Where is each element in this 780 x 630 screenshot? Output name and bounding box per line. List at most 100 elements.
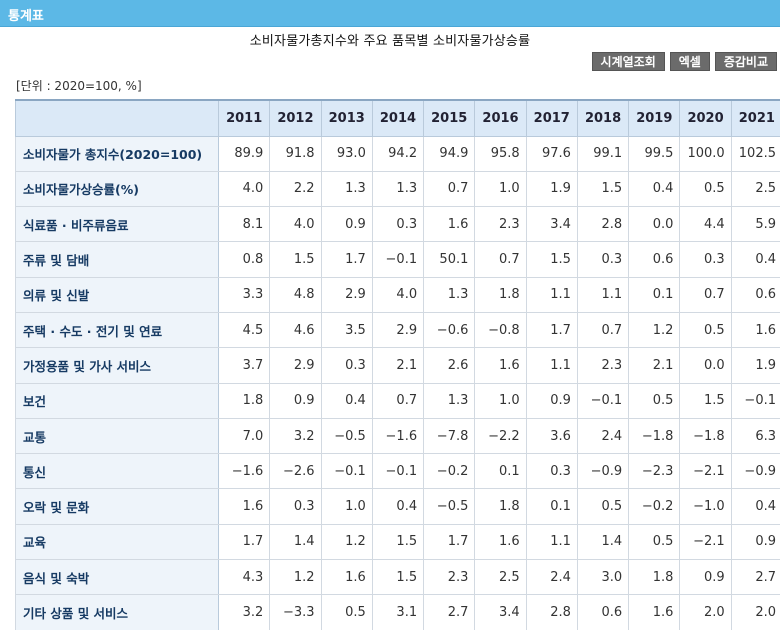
table-cell: 0.7 xyxy=(576,311,630,349)
table-cell: 2.3 xyxy=(576,347,630,384)
table-cell: 0.1 xyxy=(525,488,578,525)
table-cell: −1.0 xyxy=(679,488,732,525)
table-cell: −2.1 xyxy=(679,453,732,490)
excel-button[interactable]: 엑셀 xyxy=(669,52,710,71)
table-cell: 4.0 xyxy=(269,206,322,243)
table-cell: 1.9 xyxy=(525,170,578,208)
table-cell: 2.4 xyxy=(576,417,630,455)
table-cell: 1.5 xyxy=(371,559,425,596)
table-cell: 0.7 xyxy=(371,382,425,419)
table-cell: 0.9 xyxy=(679,559,732,596)
table-cell: 3.1 xyxy=(371,594,425,630)
table-row: 오락 및 문화 1.6 0.3 1.0 0.4 −0.5 1.8 0.1 0.5 −0.2 −1.0… xyxy=(15,488,780,525)
table-cell: −0.1 xyxy=(371,241,425,278)
table-cell: 1.1 xyxy=(576,276,630,313)
table-cell: 4.4 xyxy=(679,206,732,243)
table-cell: −1.8 xyxy=(679,417,732,455)
table-cell: 100.0 xyxy=(679,135,732,172)
row-label: 소비자물가 총지수(2020=100) xyxy=(15,135,220,172)
row-label: 교통 xyxy=(15,417,220,455)
table-cell: 2.5 xyxy=(730,170,780,208)
table-row: 소비자물가상승률(%) 4.0 2.2 1.3 1.3 0.7 1.0 1.9 1.5 0.4 0.… xyxy=(15,170,780,208)
table-cell: 1.4 xyxy=(576,523,630,561)
table-cell: 91.8 xyxy=(269,135,322,172)
table-cell: 1.2 xyxy=(628,311,681,349)
table-cell: 2.9 xyxy=(371,311,425,349)
year-header: 2016 xyxy=(474,99,527,137)
table-cell: 1.7 xyxy=(525,311,578,349)
table-cell: 1.7 xyxy=(423,523,476,561)
table-cell: 50.1 xyxy=(423,241,476,278)
table-cell: 0.9 xyxy=(525,382,578,419)
table-cell: 0.0 xyxy=(679,347,732,384)
table-row: 통신 −1.6 −2.6 −0.1 −0.1 −0.2 0.1 0.3 −0.9 −2.3 −2.1… xyxy=(15,453,780,490)
row-label: 주류 및 담배 xyxy=(15,241,220,278)
table-cell: −2.3 xyxy=(628,453,681,490)
table-cell: 6.3 xyxy=(730,417,780,455)
table-cell: 0.6 xyxy=(576,594,630,630)
table-cell: 4.5 xyxy=(218,311,271,349)
table-cell: 0.4 xyxy=(730,488,780,525)
table-cell: 1.1 xyxy=(525,347,578,384)
stats-table: 2011 2012 2013 2014 2015 2016 2017 2018 2019 2020… xyxy=(15,99,780,630)
table-cell: 1.8 xyxy=(474,276,527,313)
table-cell: 2.7 xyxy=(423,594,476,630)
stats-table-container: 2011 2012 2013 2014 2015 2016 2017 2018 2019 2020… xyxy=(15,99,780,630)
table-cell: 1.5 xyxy=(371,523,425,561)
row-label: 통신 xyxy=(15,453,220,490)
table-cell: 89.9 xyxy=(218,135,271,172)
table-cell: 4.6 xyxy=(269,311,322,349)
table-cell: 1.6 xyxy=(730,311,780,349)
table-cell: −2.6 xyxy=(269,453,322,490)
table-cell: −1.6 xyxy=(371,417,425,455)
table-row: 소비자물가 총지수(2020=100) 89.9 91.8 93.0 94.2 94.9 9… xyxy=(15,135,780,172)
table-cell: 1.8 xyxy=(218,382,271,419)
change-compare-button[interactable]: 증감비교 xyxy=(714,52,777,71)
table-cell: 2.9 xyxy=(320,276,373,313)
table-cell: 0.3 xyxy=(320,347,373,384)
table-cell: 2.7 xyxy=(730,559,780,596)
table-cell: 0.7 xyxy=(679,276,732,313)
table-cell: −1.6 xyxy=(218,453,271,490)
table-cell: 1.7 xyxy=(218,523,271,561)
table-cell: 0.5 xyxy=(576,488,630,525)
table-cell: 0.5 xyxy=(679,311,732,349)
table-cell: 1.6 xyxy=(474,523,527,561)
table-cell: 4.0 xyxy=(218,170,271,208)
table-cell: 2.1 xyxy=(371,347,425,384)
table-row: 주택 · 수도 · 전기 및 연료 4.5 4.6 3.5 2.9 −0.6 −0.8 1.7… xyxy=(15,311,780,349)
year-header: 2020 xyxy=(679,99,732,137)
timeseries-button[interactable]: 시계열조회 xyxy=(591,52,665,71)
table-cell: 95.8 xyxy=(474,135,527,172)
table-cell: −0.5 xyxy=(423,488,476,525)
table-cell: 1.5 xyxy=(269,241,322,278)
table-cell: 97.6 xyxy=(525,135,578,172)
table-cell: −0.1 xyxy=(320,453,373,490)
table-cell: 3.2 xyxy=(218,594,271,630)
table-cell: 0.4 xyxy=(730,241,780,278)
table-cell: 0.9 xyxy=(320,206,373,243)
table-cell: 1.6 xyxy=(474,347,527,384)
table-cell: 0.8 xyxy=(218,241,271,278)
table-cell: 0.6 xyxy=(730,276,780,313)
table-cell: 0.4 xyxy=(371,488,425,525)
table-cell: 0.3 xyxy=(576,241,630,278)
year-header: 2011 xyxy=(218,99,271,137)
table-cell: 1.2 xyxy=(320,523,373,561)
row-label: 주택 · 수도 · 전기 및 연료 xyxy=(15,311,220,349)
table-cell: 1.3 xyxy=(423,382,476,419)
table-cell: 102.5 xyxy=(730,135,780,172)
table-cell: 0.5 xyxy=(679,170,732,208)
table-cell: −0.2 xyxy=(423,453,476,490)
table-cell: −0.8 xyxy=(474,311,527,349)
table-cell: 1.6 xyxy=(423,206,476,243)
table-cell: 1.6 xyxy=(218,488,271,525)
table-row: 교육 1.7 1.4 1.2 1.5 1.7 1.6 1.1 1.4 0.5 −2.1 0.9 xyxy=(15,523,780,561)
unit-label: [단위 : 2020=100, %] xyxy=(16,79,142,93)
table-cell: −7.8 xyxy=(423,417,476,455)
table-cell: 0.9 xyxy=(730,523,780,561)
table-cell: 5.9 xyxy=(730,206,780,243)
table-row: 보건 1.8 0.9 0.4 0.7 1.3 1.0 0.9 −0.1 0.5 1.5 −0.1 xyxy=(15,382,780,419)
table-cell: 0.0 xyxy=(628,206,681,243)
table-cell: 2.4 xyxy=(525,559,578,596)
